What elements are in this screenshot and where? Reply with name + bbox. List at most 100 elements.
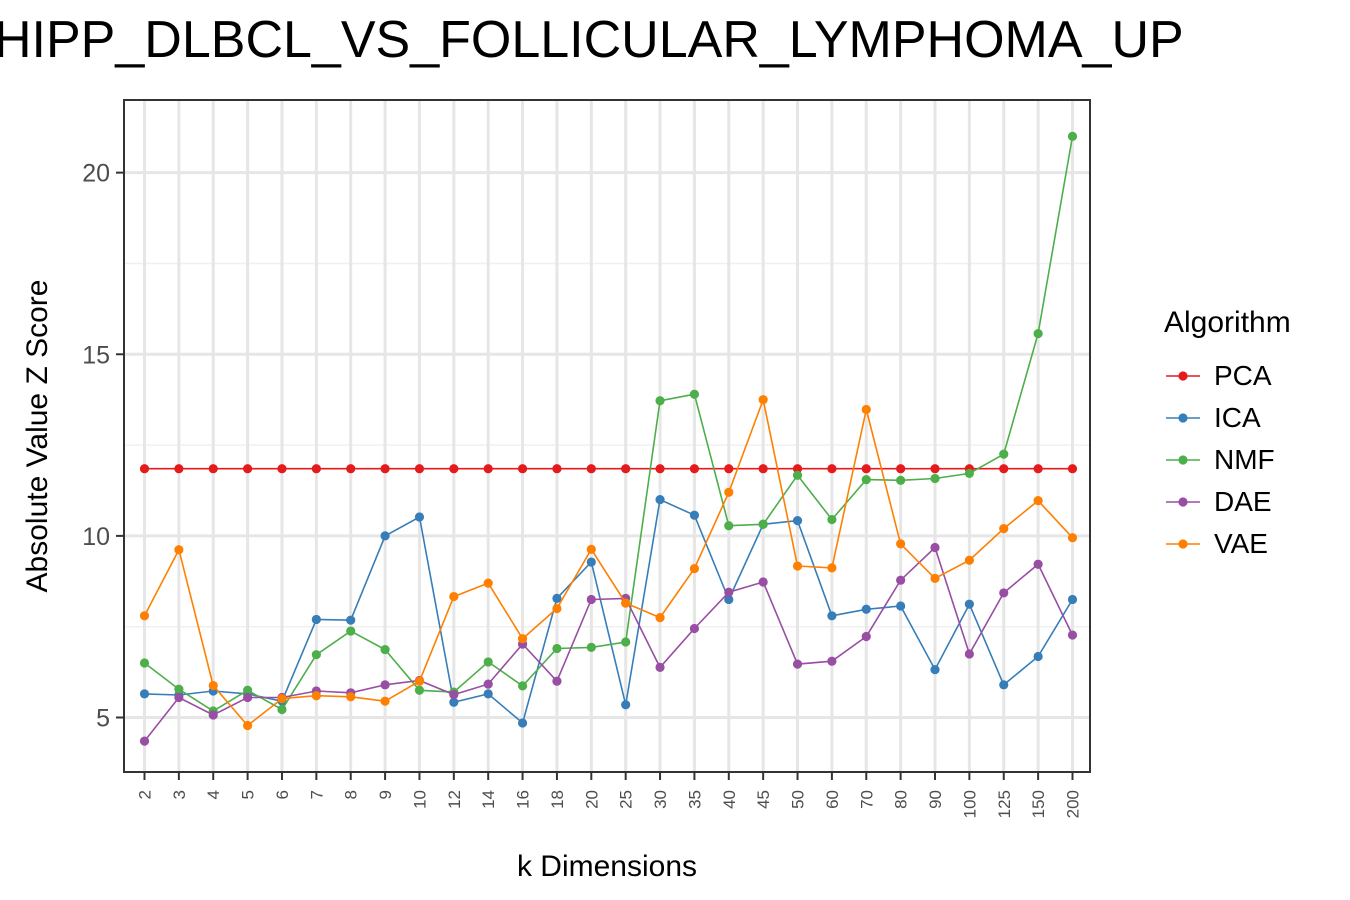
data-point-vae (311, 691, 321, 701)
legend-label: ICA (1214, 402, 1261, 433)
data-point-pca (827, 464, 837, 474)
data-point-dae (827, 656, 837, 666)
data-point-dae (930, 542, 940, 553)
x-tick-label: 16 (514, 790, 533, 809)
legend-label: PCA (1214, 360, 1272, 391)
data-point-ica (311, 614, 321, 625)
legend-item-dae: DAE (1163, 484, 1291, 526)
x-tick-label: 50 (789, 790, 808, 809)
x-tick-label: 3 (170, 790, 189, 799)
x-tick-label: 14 (479, 790, 498, 809)
data-point-nmf (483, 657, 493, 667)
data-point-vae (552, 603, 562, 614)
data-point-pca (758, 464, 768, 474)
data-point-nmf (999, 449, 1009, 459)
data-point-ica (1033, 651, 1043, 662)
legend-key-point (1178, 371, 1188, 381)
data-point-dae (1033, 559, 1043, 569)
y-tick-label: 15 (82, 341, 110, 369)
series-line-vae (143, 396, 1074, 727)
data-point-pca (311, 464, 321, 474)
legend-title: Algorithm (1164, 306, 1291, 339)
y-tick-label: 20 (82, 160, 110, 188)
chart-title: HIPP_DLBCL_VS_FOLLICULAR_LYMPHOMA_UP (0, 11, 1184, 69)
data-point-ica (139, 689, 150, 699)
data-point-nmf (552, 643, 562, 654)
data-point-ica (896, 601, 906, 611)
data-point-dae (208, 710, 218, 720)
data-point-pca (930, 464, 940, 474)
data-point-ica (999, 680, 1009, 690)
x-tick-label: 10 (410, 790, 429, 809)
x-tick-label: 30 (651, 790, 670, 809)
plot-panel-border (123, 99, 1091, 773)
data-point-dae (586, 594, 596, 605)
data-point-vae (277, 694, 287, 704)
data-point-dae (724, 587, 734, 597)
x-tick-label: 80 (892, 790, 911, 809)
data-point-vae (964, 555, 974, 565)
legend-item-nmf: NMF (1163, 442, 1291, 484)
data-point-ica (689, 510, 700, 520)
data-point-nmf (689, 389, 700, 399)
data-point-dae (243, 692, 253, 703)
x-tick-label: 200 (1063, 790, 1082, 818)
series-lines (139, 131, 1078, 746)
data-point-nmf (827, 514, 837, 525)
data-point-vae (243, 720, 253, 731)
x-tick-label: 90 (926, 790, 945, 809)
x-tick-label: 6 (273, 790, 292, 799)
data-point-ica (724, 594, 734, 605)
data-point-dae (483, 679, 493, 689)
x-tick-label: 7 (307, 790, 326, 799)
data-point-dae (758, 577, 768, 587)
data-point-nmf (758, 519, 768, 529)
series-ica (139, 494, 1078, 728)
data-point-ica (861, 604, 871, 614)
data-point-nmf (346, 626, 356, 636)
data-point-pca (689, 464, 700, 474)
data-point-pca (1033, 464, 1043, 474)
data-point-dae (655, 662, 665, 672)
data-point-ica (483, 689, 493, 699)
data-point-nmf (1067, 131, 1078, 141)
grid-lines (124, 100, 1090, 772)
data-point-dae (139, 736, 150, 746)
data-point-nmf (621, 637, 631, 647)
x-tick-label: 12 (445, 790, 464, 809)
x-tick-label: 5 (239, 790, 258, 799)
data-point-ica (792, 516, 803, 526)
data-point-pca (449, 464, 459, 474)
data-point-nmf (586, 642, 596, 653)
data-point-vae (655, 613, 665, 623)
data-point-vae (621, 598, 631, 608)
data-point-vae (174, 545, 184, 555)
data-point-pca (896, 464, 906, 474)
data-point-ica (380, 531, 390, 541)
x-axis-label: k Dimensions (517, 850, 697, 883)
y-axis-label: Absolute Value Z Score (21, 280, 54, 593)
data-point-dae (792, 659, 803, 669)
data-point-nmf (724, 521, 734, 531)
data-point-ica (964, 599, 974, 609)
legend-item-ica: ICA (1163, 400, 1291, 442)
data-point-pca (139, 464, 150, 474)
data-point-ica (655, 494, 665, 505)
data-point-pca (586, 464, 596, 474)
data-point-nmf (861, 474, 871, 485)
legend-key-nmf (1166, 455, 1200, 465)
data-point-vae (689, 563, 700, 574)
data-point-nmf (380, 644, 390, 655)
x-tick-label: 2 (136, 790, 155, 799)
y-tick-label: 5 (96, 705, 110, 733)
series-line-dae (143, 546, 1074, 742)
series-pca (139, 464, 1078, 474)
legend-key-point (1178, 413, 1188, 423)
data-point-vae (483, 578, 493, 588)
x-tick-label: 25 (617, 790, 636, 809)
data-point-dae (999, 588, 1009, 598)
x-tick-label: 8 (342, 790, 361, 799)
data-point-vae (208, 680, 218, 691)
